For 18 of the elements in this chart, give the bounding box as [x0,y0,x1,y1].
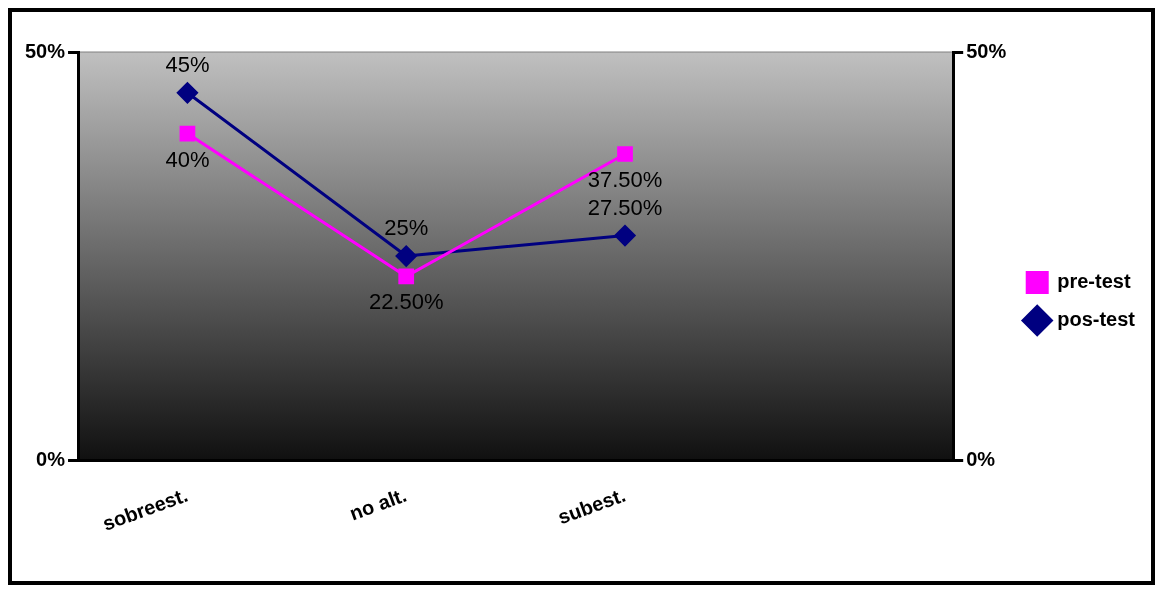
point [398,268,415,285]
data-label: 22.50% [368,289,444,315]
point [176,82,198,104]
data-label: 27.50% [587,194,663,220]
x-tick-label: subest. [554,483,629,529]
legend-label: pre-test [1057,270,1131,293]
data-label: 40% [165,146,210,172]
data-label: 45% [165,51,210,77]
x-tick-label: no alt. [346,483,410,525]
y2-tick-label: 50% [966,39,1007,62]
point [614,225,636,247]
point [179,125,196,142]
y2-tick-label: 0% [966,447,996,470]
data-label: 37.50% [587,167,663,193]
legend-label: pos-test [1057,308,1136,331]
point [617,146,633,162]
point [395,245,417,267]
data-label: 25% [384,215,429,241]
